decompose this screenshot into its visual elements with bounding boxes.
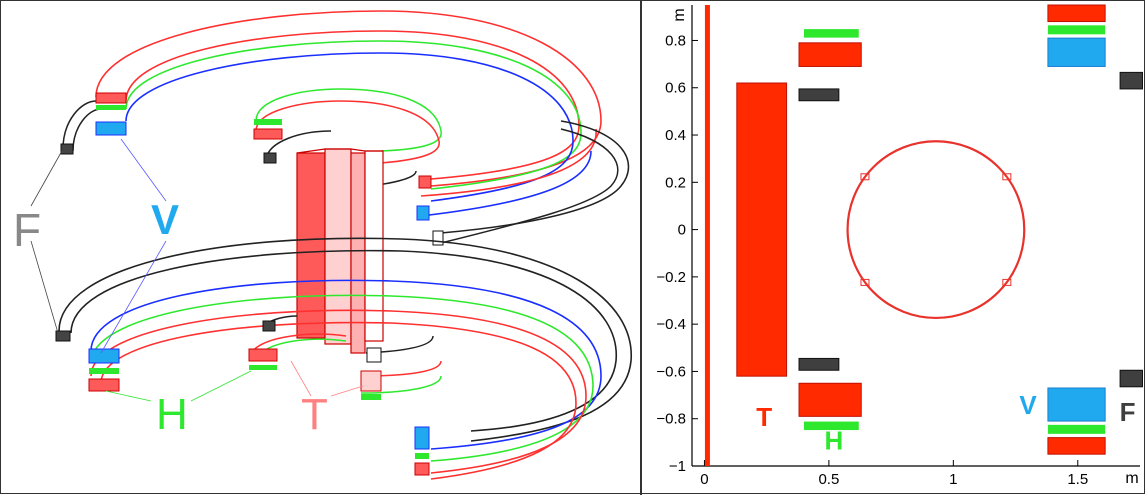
inner-upper-red (253, 128, 283, 140)
y-tick-label: 0 (678, 222, 686, 239)
axes: 0 0.5 1 1.5 0.8 0.6 0.4 0.2 0 −0.2 −0.4 −0.6 −0.8 −1 m… (656, 5, 1140, 488)
inner-lower-black-r (366, 347, 382, 363)
panel-divider (640, 1, 642, 495)
coil-H (1047, 424, 1106, 434)
coil-F (798, 357, 840, 371)
port-marker (860, 173, 870, 181)
coil-T (798, 382, 862, 417)
coil-V (1047, 387, 1106, 422)
y-tick-label: −1 (669, 458, 686, 475)
inner-lower-green (249, 365, 277, 370)
coil-T (1047, 437, 1106, 455)
inner-lower-green-r (361, 394, 381, 400)
lower-right-green (415, 453, 429, 459)
plot-label-F: F (1120, 397, 1136, 427)
label-T: T (301, 390, 328, 439)
inner-lower-red-r (360, 370, 382, 392)
upper-end-black (60, 143, 74, 155)
y-tick-label: 0.4 (665, 127, 686, 144)
upper-right-red (418, 175, 432, 189)
cross-section-svg: 0 0.5 1 1.5 0.8 0.6 0.4 0.2 0 −0.2 −0.4 −0.6 −0.8 −1 m… (656, 4, 1143, 488)
y-tick-label: 0.6 (665, 80, 686, 97)
coil-F (798, 88, 840, 102)
label-H: H (156, 390, 188, 439)
lower-end-red (88, 378, 120, 392)
y-tick-label: −0.2 (656, 269, 686, 286)
inner-upper-black (263, 152, 277, 164)
x-tick-label: 1.5 (1067, 471, 1088, 488)
upper-end-blue (95, 121, 127, 136)
coil-H (1047, 25, 1106, 35)
lower-end-black (55, 330, 71, 342)
y-tick-label: −0.4 (656, 316, 686, 333)
plot-labels: T H V F (756, 390, 1135, 455)
label-F: F (13, 204, 41, 256)
x-tick-label: 0 (700, 471, 708, 488)
inner-upper-green (254, 119, 282, 125)
y-tick-label: −0.6 (656, 363, 686, 380)
port-marker (860, 278, 870, 286)
upper-ring-blue (125, 52, 574, 202)
upper-right-black (432, 230, 444, 246)
coil-V (1047, 37, 1106, 67)
inner-lower-black (262, 320, 276, 332)
lower-right-blue (414, 426, 430, 450)
upper-ring-green (125, 40, 582, 190)
port-marker (1002, 278, 1012, 286)
cross-section-plot: 0 0.5 1 1.5 0.8 0.6 0.4 0.2 0 −0.2 −0.4 −0.6 −0.8 −1 m… (642, 1, 1146, 495)
coil-3d-svg: F V H T (13, 10, 632, 480)
lower-outer-rings (58, 237, 632, 480)
x-tick-label: 1 (949, 471, 957, 488)
coil-F (1119, 369, 1143, 388)
central-solenoid (296, 148, 384, 354)
upper-outer-rings (95, 10, 602, 217)
coil-T (798, 42, 862, 67)
upper-right-blue (416, 205, 430, 221)
y-tick-label: −0.8 (656, 411, 686, 428)
plot-label-H: H (824, 425, 843, 455)
coil-F (1119, 71, 1143, 90)
vessel-circle (846, 140, 1026, 320)
coil-rects (736, 4, 1143, 455)
y-tick-label: 0.2 (665, 174, 686, 191)
coil-3d-illustration: F V H T (1, 1, 641, 495)
coil-H (804, 421, 859, 431)
lower-end-green (89, 368, 119, 374)
upper-ring-blue-2 (420, 150, 592, 217)
inner-lower-red (248, 348, 278, 362)
vessel (846, 140, 1026, 320)
leader-lines (30, 138, 364, 402)
coil-T (736, 82, 788, 377)
upper-ring-red-2 (420, 128, 597, 197)
upper-end-green (96, 105, 126, 110)
port-marker (1002, 173, 1012, 181)
y-tick-label: 0.8 (665, 32, 686, 49)
plot-label-T: T (756, 402, 772, 432)
lower-right-red (414, 462, 430, 476)
plot-label-V: V (1019, 390, 1037, 420)
coil-H (804, 29, 859, 38)
x-tick-label: 0.5 (818, 471, 839, 488)
coil-T (1047, 4, 1106, 23)
upper-ring-red-inner (125, 30, 580, 180)
x-axis-label: m (1125, 470, 1138, 487)
lower-end-blue (88, 348, 120, 364)
label-V: V (151, 196, 179, 243)
upper-end-red (95, 92, 127, 104)
upper-ring-red (95, 10, 602, 187)
y-axis-label: m (671, 8, 688, 21)
